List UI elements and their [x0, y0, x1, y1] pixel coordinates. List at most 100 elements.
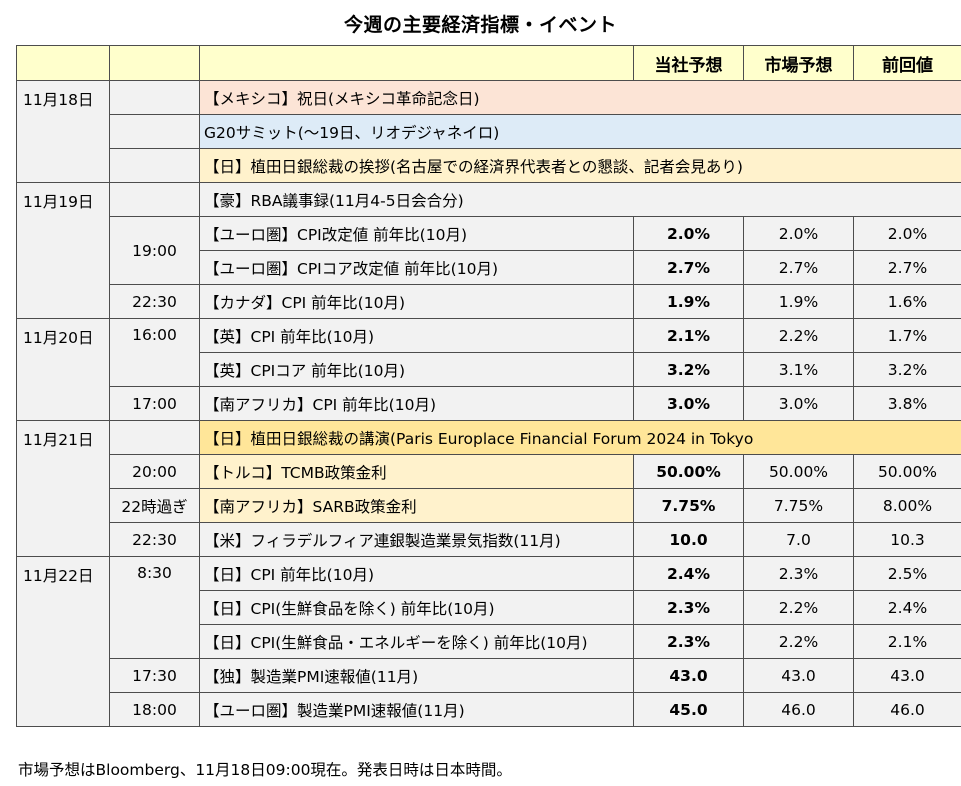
header-row: 当社予想 市場予想 前回値 — [16, 45, 961, 81]
table-row: 17:00 【南アフリカ】CPI 前年比(10月) 3.0% 3.0% 3.8% — [17, 386, 961, 421]
own-forecast-cell: 2.1% — [633, 318, 744, 353]
date-cell: 11月21日 — [16, 420, 110, 557]
market-forecast-cell: 2.7% — [743, 250, 854, 285]
event-cell: 【米】フィラデルフィア連銀製造業景気指数(11月) — [199, 522, 634, 557]
time-cell — [109, 114, 200, 149]
event-cell: 【英】CPIコア 前年比(10月) — [199, 352, 634, 387]
header-date — [16, 45, 110, 81]
table-row: G20サミット(～19日、リオデジャネイロ) — [17, 114, 961, 149]
table-row: 20:00 【トルコ】TCMB政策金利 50.00% 50.00% 50.00% — [17, 454, 961, 489]
market-forecast-cell: 3.0% — [743, 386, 854, 421]
own-forecast-cell: 1.9% — [633, 284, 744, 319]
event-cell: 【南アフリカ】CPI 前年比(10月) — [199, 386, 634, 421]
event-cell: 【日】CPI(生鮮食品を除く) 前年比(10月) — [199, 590, 634, 625]
header-event — [199, 45, 634, 81]
table-row: 22:30 【カナダ】CPI 前年比(10月) 1.9% 1.9% 1.6% — [17, 284, 961, 319]
table-row: 11月19日 【豪】RBA議事録(11月4-5日会合分) — [16, 182, 961, 319]
table-row: 11月20日 16:00 【英】CPI 前年比(10月) 2.1% 2.2% 1… — [16, 318, 961, 421]
table-row: 【日】CPI(生鮮食品を除く) 前年比(10月) 2.3% 2.2% 2.4% — [17, 590, 961, 625]
time-cell: 16:00 — [109, 318, 200, 387]
time-cell: 22時過ぎ — [109, 488, 200, 523]
table-row: 【日】植田日銀総裁の挨拶(名古屋での経済界代表者との懇談、記者会見あり) — [17, 148, 961, 183]
market-forecast-cell: 50.00% — [743, 454, 854, 489]
event-cell: 【日】植田日銀総裁の講演(Paris Europlace Financial F… — [199, 420, 961, 455]
own-forecast-cell: 50.00% — [633, 454, 744, 489]
market-forecast-cell: 2.2% — [743, 590, 854, 625]
table-row: 18:00 【ユーロ圏】製造業PMI速報値(11月) 45.0 46.0 46.… — [17, 692, 961, 727]
previous-value-cell: 46.0 — [853, 692, 961, 727]
event-cell: 【豪】RBA議事録(11月4-5日会合分) — [199, 182, 961, 217]
date-cell: 11月18日 — [16, 80, 110, 183]
header-previous: 前回値 — [853, 45, 961, 81]
event-cell: 【カナダ】CPI 前年比(10月) — [199, 284, 634, 319]
date-cell: 11月20日 — [16, 318, 110, 421]
date-cell: 11月19日 — [16, 182, 110, 319]
previous-value-cell: 50.00% — [853, 454, 961, 489]
event-cell: 【英】CPI 前年比(10月) — [199, 318, 634, 353]
time-cell: 17:00 — [109, 386, 200, 421]
own-forecast-cell: 3.2% — [633, 352, 744, 387]
table-row: 19:00 【ユーロ圏】CPI改定値 前年比(10月) 2.0% 2.0% 2.… — [17, 216, 961, 285]
header-own-forecast: 当社予想 — [633, 45, 744, 81]
previous-value-cell: 1.6% — [853, 284, 961, 319]
market-forecast-cell: 43.0 — [743, 658, 854, 693]
previous-value-cell: 2.4% — [853, 590, 961, 625]
own-forecast-cell: 2.4% — [633, 556, 744, 591]
table-row: 【日】CPI(生鮮食品・エネルギーを除く) 前年比(10月) 2.3% 2.2%… — [17, 624, 961, 659]
event-cell: 【ユーロ圏】CPI改定値 前年比(10月) — [199, 216, 634, 251]
event-cell: 【日】植田日銀総裁の挨拶(名古屋での経済界代表者との懇談、記者会見あり) — [199, 148, 961, 183]
time-cell — [109, 420, 200, 455]
market-forecast-cell: 2.0% — [743, 216, 854, 251]
previous-value-cell: 43.0 — [853, 658, 961, 693]
own-forecast-cell: 10.0 — [633, 522, 744, 557]
table-row: 11月21日 【日】植田日銀総裁の講演(Paris Europlace Fina… — [16, 420, 961, 557]
table-row: 【英】CPIコア 前年比(10月) 3.2% 3.1% 3.2% — [17, 352, 961, 387]
table-row: 22時過ぎ 【南アフリカ】SARB政策金利 7.75% 7.75% 8.00% — [17, 488, 961, 523]
header-time — [109, 45, 200, 81]
market-forecast-cell: 3.1% — [743, 352, 854, 387]
event-cell: 【独】製造業PMI速報値(11月) — [199, 658, 634, 693]
event-cell: 【ユーロ圏】製造業PMI速報値(11月) — [199, 692, 634, 727]
market-forecast-cell: 2.2% — [743, 318, 854, 353]
page-title: 今週の主要経済指標・イベント — [343, 14, 617, 36]
previous-value-cell: 2.7% — [853, 250, 961, 285]
event-cell: 【メキシコ】祝日(メキシコ革命記念日) — [199, 80, 961, 115]
time-cell: 22:30 — [109, 284, 200, 319]
own-forecast-cell: 2.3% — [633, 590, 744, 625]
event-cell: 【ユーロ圏】CPIコア改定値 前年比(10月) — [199, 250, 634, 285]
time-cell: 18:00 — [109, 692, 200, 727]
previous-value-cell: 2.5% — [853, 556, 961, 591]
table-row: 11月22日 8:30 【日】CPI 前年比(10月) 2.4% 2.3% 2.… — [16, 556, 961, 727]
event-cell: G20サミット(～19日、リオデジャネイロ) — [199, 114, 961, 149]
event-cell: 【日】CPI(生鮮食品・エネルギーを除く) 前年比(10月) — [199, 624, 634, 659]
previous-value-cell: 3.2% — [853, 352, 961, 387]
event-cell: 【南アフリカ】SARB政策金利 — [199, 488, 634, 523]
time-cell: 20:00 — [109, 454, 200, 489]
own-forecast-cell: 7.75% — [633, 488, 744, 523]
own-forecast-cell: 2.3% — [633, 624, 744, 659]
time-cell — [109, 80, 200, 115]
own-forecast-cell: 45.0 — [633, 692, 744, 727]
time-cell: 17:30 — [109, 658, 200, 693]
previous-value-cell: 1.7% — [853, 318, 961, 353]
table-row: 【ユーロ圏】CPIコア改定値 前年比(10月) 2.7% 2.7% 2.7% — [17, 250, 961, 285]
time-cell: 19:00 — [109, 216, 200, 285]
time-cell — [109, 148, 200, 183]
own-forecast-cell: 43.0 — [633, 658, 744, 693]
market-forecast-cell: 7.0 — [743, 522, 854, 557]
own-forecast-cell: 3.0% — [633, 386, 744, 421]
table-row: 17:30 【独】製造業PMI速報値(11月) 43.0 43.0 43.0 — [17, 658, 961, 693]
previous-value-cell: 10.3 — [853, 522, 961, 557]
event-cell: 【日】CPI 前年比(10月) — [199, 556, 634, 591]
date-cell: 11月22日 — [16, 556, 110, 727]
market-forecast-cell: 46.0 — [743, 692, 854, 727]
header-market-forecast: 市場予想 — [743, 45, 854, 81]
time-cell — [109, 182, 200, 217]
market-forecast-cell: 2.3% — [743, 556, 854, 591]
own-forecast-cell: 2.7% — [633, 250, 744, 285]
previous-value-cell: 2.0% — [853, 216, 961, 251]
market-forecast-cell: 2.2% — [743, 624, 854, 659]
previous-value-cell: 2.1% — [853, 624, 961, 659]
market-forecast-cell: 1.9% — [743, 284, 854, 319]
previous-value-cell: 3.8% — [853, 386, 961, 421]
